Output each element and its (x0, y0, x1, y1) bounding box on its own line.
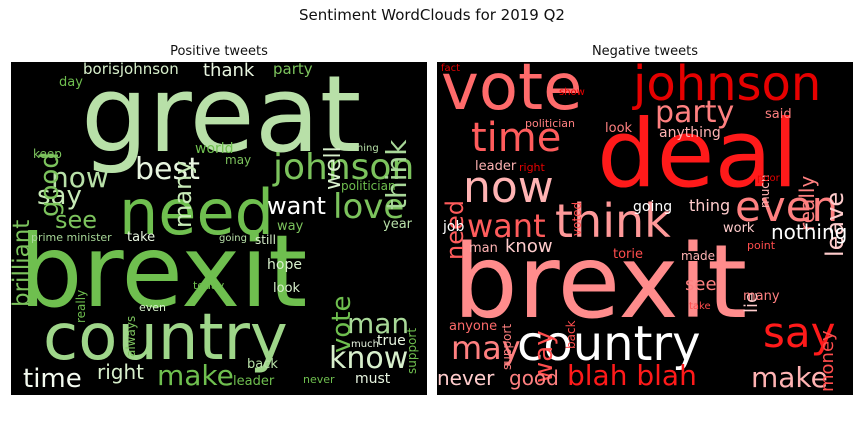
negative-wordcloud: vote johnson deal time party now think e… (437, 62, 853, 395)
word: money (817, 330, 838, 392)
word: world (195, 141, 234, 157)
word: now (51, 161, 109, 194)
word: anything (659, 125, 721, 141)
word: poor (757, 173, 780, 184)
word: made (681, 249, 716, 263)
word: said (765, 107, 792, 122)
word: see (685, 274, 717, 295)
word: day (59, 75, 83, 90)
word: thing (353, 143, 379, 154)
word: right (519, 161, 545, 174)
word: today (193, 279, 225, 292)
word: leader (475, 159, 517, 174)
word: see (55, 206, 98, 234)
word: now (463, 162, 554, 213)
word: party (655, 95, 735, 130)
word: know (329, 341, 409, 376)
word: love (333, 187, 405, 227)
word: deal (597, 100, 799, 209)
word: work (723, 221, 755, 236)
word: man (469, 241, 498, 256)
word: brexit (19, 213, 308, 330)
word: never (303, 373, 335, 386)
word: anyone (449, 319, 498, 334)
word: support (405, 327, 419, 374)
word: voted (570, 201, 584, 236)
word: support (500, 323, 514, 370)
word: true (377, 333, 406, 349)
word: back (564, 320, 578, 349)
negative-panel-title: Negative tweets (591, 44, 699, 59)
word: brexit (453, 223, 748, 342)
word: great (81, 62, 362, 176)
word: blah blah (567, 359, 697, 392)
word: best (135, 152, 200, 187)
word: hope (267, 257, 302, 273)
word: nothing (771, 220, 848, 244)
word: may (225, 153, 252, 167)
word: must (355, 371, 391, 387)
word: never (437, 366, 495, 390)
word: good (35, 152, 65, 217)
word: say (37, 181, 82, 211)
word: vote (441, 62, 583, 125)
word: think (380, 139, 413, 210)
word: johnson (273, 147, 415, 188)
word: torie (613, 247, 644, 262)
word: good (509, 366, 559, 390)
word: man (347, 307, 410, 340)
word: country (517, 316, 701, 372)
word: many (169, 160, 197, 229)
positive-panel-title: Positive tweets (170, 44, 268, 59)
word: show (559, 87, 585, 98)
word: make (751, 361, 828, 394)
word: time (23, 364, 82, 394)
word: back (247, 357, 278, 372)
word: politician (341, 179, 396, 193)
word: country (43, 301, 288, 375)
word: right (97, 360, 144, 384)
word: always (124, 315, 138, 357)
word: politician (525, 117, 576, 130)
word: know (505, 236, 553, 257)
word: year (383, 217, 413, 232)
word: still (255, 233, 276, 247)
word: make (157, 359, 234, 392)
word: leader (233, 374, 275, 389)
word: job (443, 219, 465, 235)
word: look (273, 281, 301, 296)
word: much (351, 339, 379, 350)
word: think (555, 194, 671, 248)
word: prime minister (31, 231, 112, 244)
word: look (605, 121, 633, 136)
word: going (219, 233, 247, 244)
positive-wordcloud: great brexit country need johnson best n… (11, 62, 427, 395)
word: party (273, 62, 313, 78)
word: want (267, 192, 326, 220)
word: take (689, 301, 711, 312)
word: way (277, 219, 304, 234)
word: take (127, 230, 156, 245)
word: johnson (633, 62, 822, 112)
word: fact (441, 63, 461, 74)
word: even (735, 182, 839, 231)
word: want (467, 207, 546, 245)
word: even (139, 301, 167, 314)
word: may (451, 329, 521, 367)
word: keep (33, 147, 62, 161)
word: many (743, 289, 780, 304)
word: point (747, 239, 776, 252)
word: time (471, 115, 562, 161)
word: thing (689, 196, 731, 215)
word: really (74, 289, 88, 323)
word: say (763, 308, 836, 357)
word: borisjohnson (83, 62, 179, 78)
word: thank (203, 62, 255, 81)
word: going (633, 199, 673, 215)
word: need (119, 176, 274, 249)
figure-title: Sentiment WordClouds for 2019 Q2 (299, 6, 565, 24)
